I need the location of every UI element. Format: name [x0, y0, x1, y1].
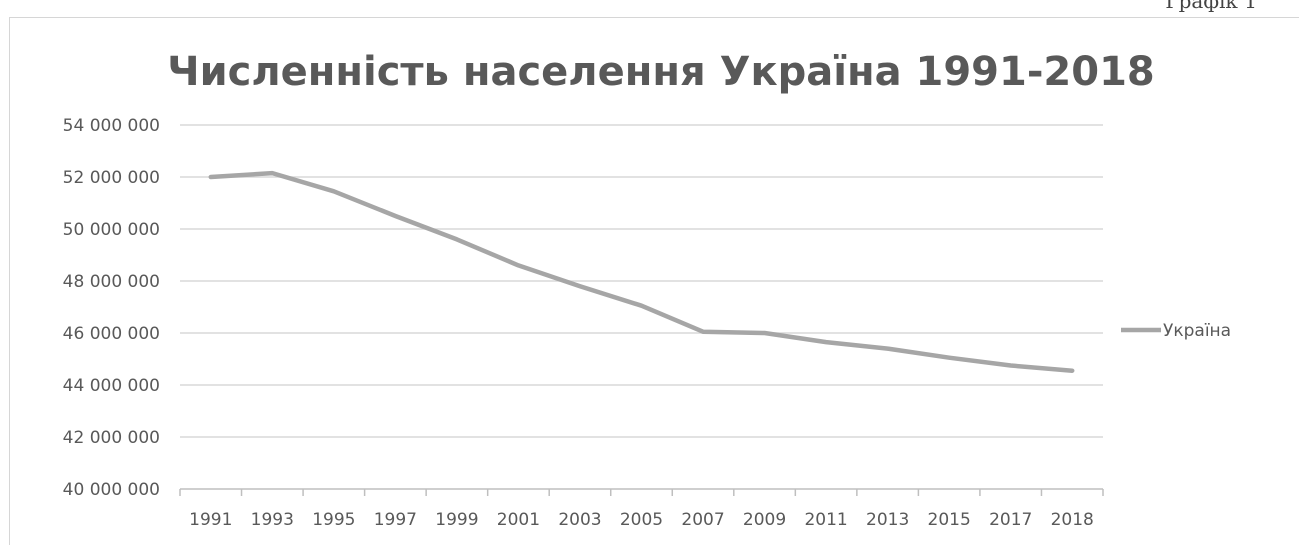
x-tick-label: 1997: [374, 510, 417, 530]
x-tick-label: 1991: [189, 510, 232, 530]
x-tick-label: 1993: [251, 510, 294, 530]
chart-frame: [9, 17, 1299, 545]
x-tick-label: 2007: [681, 510, 724, 530]
y-tick-label: 52 000 000: [63, 168, 160, 188]
legend-label: Україна: [1163, 321, 1231, 341]
x-tick-label: 2017: [989, 510, 1032, 530]
y-tick-label: 44 000 000: [63, 376, 160, 396]
series-line-ukraina: [208, 170, 1075, 373]
x-tick-label: 2005: [620, 510, 663, 530]
y-tick-label: 50 000 000: [63, 220, 160, 240]
x-tick-label: 2003: [558, 510, 601, 530]
legend: Україна: [1121, 321, 1231, 341]
y-tick-label: 48 000 000: [63, 272, 160, 292]
chart-title: Численність населення Україна 1991-2018: [167, 49, 1155, 95]
x-tick-label: 2013: [866, 510, 909, 530]
x-tick-label: 2001: [497, 510, 540, 530]
series-layer: [208, 170, 1075, 373]
page-header: Графік 1: [1165, 0, 1257, 13]
y-tick-label: 40 000 000: [63, 480, 160, 500]
x-axis: [179, 488, 1104, 496]
x-tick-label: 2011: [804, 510, 847, 530]
x-tick-label: 1995: [312, 510, 355, 530]
y-tick-label: 42 000 000: [63, 428, 160, 448]
x-tick-label: 1999: [435, 510, 478, 530]
y-tick-label: 46 000 000: [63, 324, 160, 344]
x-tick-label: 2009: [743, 510, 786, 530]
y-axis-tick-labels: 40 000 000 42 000 000 44 000 000 46 000 000…: [63, 116, 160, 500]
x-tick-label: 2018: [1051, 510, 1094, 530]
y-tick-label: 54 000 000: [63, 116, 160, 136]
x-tick-label: 2015: [928, 510, 971, 530]
x-axis-tick-labels: 1991 1993 1995 1997 1999 2001 2003 2005 2007 2009…: [189, 510, 1094, 530]
gridlines: [180, 124, 1103, 438]
